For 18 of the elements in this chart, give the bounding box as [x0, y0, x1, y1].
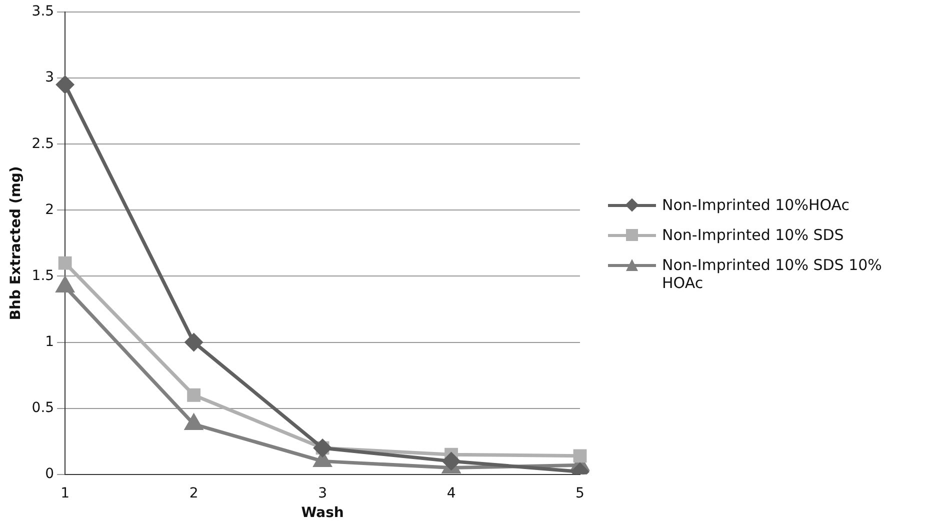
x-tick-label: 4	[446, 485, 456, 502]
legend-label: Non-Imprinted 10% SDS	[662, 226, 844, 244]
x-tick-label: 3	[318, 485, 327, 502]
x-axis-title: Wash	[301, 505, 344, 522]
y-tick-label: 0.5	[32, 400, 54, 416]
x-tick-label: 2	[189, 485, 198, 502]
y-tick-label: 3	[45, 70, 54, 86]
y-axis-title: Bhb Extracted (mg)	[8, 166, 24, 320]
y-tick-label: 2.5	[32, 136, 54, 152]
y-tick-label: 1.5	[32, 268, 54, 284]
y-tick-label: 2	[45, 202, 54, 218]
y-tick-label: 0	[45, 466, 54, 482]
legend-label: Non-Imprinted 10%HOAc	[662, 196, 850, 214]
x-tick-label: 5	[576, 485, 584, 502]
legend-label: Non-Imprinted 10% SDS 10% HOAc	[662, 256, 883, 292]
x-tick-label: 1	[60, 485, 70, 502]
y-tick-label: 3.5	[32, 4, 54, 20]
y-tick-label: 1	[45, 334, 54, 350]
